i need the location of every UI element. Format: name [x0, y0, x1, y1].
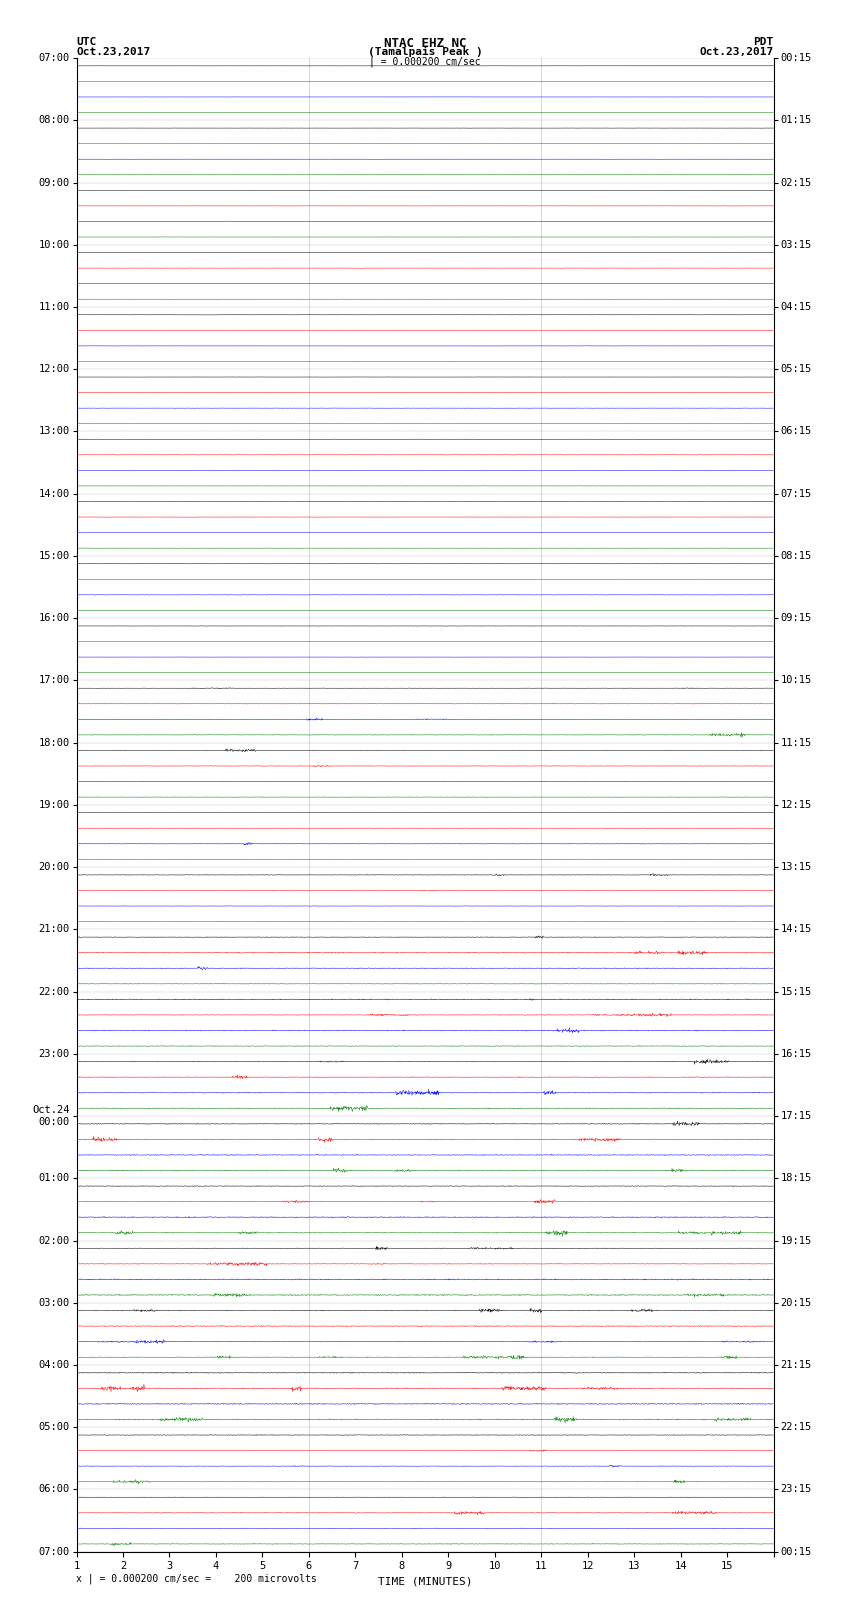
Text: Oct.23,2017: Oct.23,2017 — [700, 47, 774, 56]
X-axis label: TIME (MINUTES): TIME (MINUTES) — [377, 1578, 473, 1587]
Text: x | = 0.000200 cm/sec =    200 microvolts: x | = 0.000200 cm/sec = 200 microvolts — [76, 1573, 317, 1584]
Text: PDT: PDT — [753, 37, 774, 47]
Text: UTC: UTC — [76, 37, 97, 47]
Text: Oct.23,2017: Oct.23,2017 — [76, 47, 150, 56]
Text: (Tamalpais Peak ): (Tamalpais Peak ) — [367, 47, 483, 56]
Text: NTAC EHZ NC: NTAC EHZ NC — [383, 37, 467, 50]
Text: | = 0.000200 cm/sec: | = 0.000200 cm/sec — [369, 56, 481, 68]
